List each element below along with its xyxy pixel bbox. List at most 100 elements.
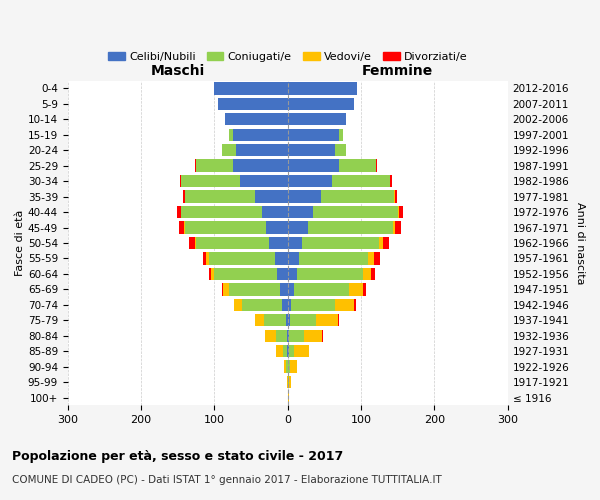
Bar [184, 222, 185, 234]
Bar [322, 330, 323, 342]
Bar [218, 98, 288, 110]
Y-axis label: Fasce di età: Fasce di età [15, 210, 25, 276]
Text: COMUNE DI CADEO (PC) - Dati ISTAT 1° gennaio 2017 - Elaborazione TUTTITALIA.IT: COMUNE DI CADEO (PC) - Dati ISTAT 1° gen… [12, 475, 442, 485]
Bar [399, 206, 403, 218]
Bar [288, 298, 292, 311]
Bar [308, 222, 392, 234]
Bar [371, 268, 375, 280]
Bar [288, 190, 321, 203]
Bar [226, 113, 288, 126]
Bar [209, 252, 275, 264]
Bar [288, 144, 335, 156]
Bar [321, 190, 394, 203]
Bar [181, 175, 240, 188]
Bar [288, 314, 290, 326]
Bar [395, 222, 401, 234]
Bar [362, 268, 371, 280]
Bar [288, 175, 332, 188]
Bar [203, 252, 206, 264]
Bar [233, 160, 288, 172]
Bar [287, 376, 288, 388]
Bar [196, 237, 269, 249]
Bar [288, 237, 302, 249]
Bar [233, 128, 288, 141]
Bar [376, 160, 377, 172]
Bar [383, 237, 389, 249]
Bar [288, 392, 289, 404]
Bar [391, 175, 392, 188]
Bar [276, 330, 287, 342]
Bar [214, 82, 288, 94]
Bar [275, 252, 288, 264]
Bar [296, 268, 362, 280]
Bar [374, 252, 380, 264]
Bar [316, 314, 338, 326]
Bar [338, 314, 339, 326]
Bar [394, 190, 395, 203]
Bar [398, 206, 399, 218]
Bar [194, 237, 196, 249]
Bar [288, 128, 339, 141]
Bar [255, 190, 288, 203]
Text: Maschi: Maschi [151, 64, 205, 78]
Bar [266, 222, 288, 234]
Bar [332, 175, 391, 188]
Bar [288, 376, 289, 388]
Bar [339, 128, 343, 141]
Bar [286, 314, 288, 326]
Bar [339, 160, 376, 172]
Bar [349, 283, 364, 296]
Bar [229, 283, 280, 296]
Bar [392, 222, 395, 234]
Bar [368, 252, 374, 264]
Bar [295, 345, 309, 358]
Bar [335, 298, 354, 311]
Bar [223, 283, 229, 296]
Bar [242, 298, 282, 311]
Legend: Celibi/Nubili, Coniugati/e, Vedovi/e, Divorziati/e: Celibi/Nubili, Coniugati/e, Vedovi/e, Di… [103, 47, 472, 66]
Bar [277, 268, 288, 280]
Bar [288, 283, 293, 296]
Bar [262, 206, 288, 218]
Bar [284, 360, 286, 373]
Bar [289, 345, 295, 358]
Bar [185, 222, 266, 234]
Bar [276, 345, 283, 358]
Bar [181, 206, 262, 218]
Bar [354, 298, 356, 311]
Bar [288, 268, 296, 280]
Bar [290, 360, 298, 373]
Bar [288, 345, 289, 358]
Text: Popolazione per età, sesso e stato civile - 2017: Popolazione per età, sesso e stato civil… [12, 450, 343, 463]
Bar [283, 345, 287, 358]
Bar [280, 283, 288, 296]
Bar [290, 314, 316, 326]
Bar [177, 206, 181, 218]
Bar [299, 252, 368, 264]
Bar [180, 175, 181, 188]
Bar [288, 360, 290, 373]
Bar [236, 144, 288, 156]
Bar [286, 360, 288, 373]
Bar [263, 314, 286, 326]
Bar [229, 128, 233, 141]
Bar [269, 237, 288, 249]
Bar [255, 314, 263, 326]
Bar [209, 268, 211, 280]
Bar [288, 160, 339, 172]
Bar [293, 283, 349, 296]
Bar [183, 190, 185, 203]
Bar [287, 330, 288, 342]
Bar [282, 298, 288, 311]
Bar [364, 283, 366, 296]
Bar [288, 113, 346, 126]
Bar [288, 330, 289, 342]
Bar [211, 268, 214, 280]
Bar [179, 222, 184, 234]
Bar [379, 237, 383, 249]
Bar [288, 82, 358, 94]
Bar [222, 144, 236, 156]
Bar [289, 376, 291, 388]
Bar [206, 252, 209, 264]
Bar [233, 298, 234, 311]
